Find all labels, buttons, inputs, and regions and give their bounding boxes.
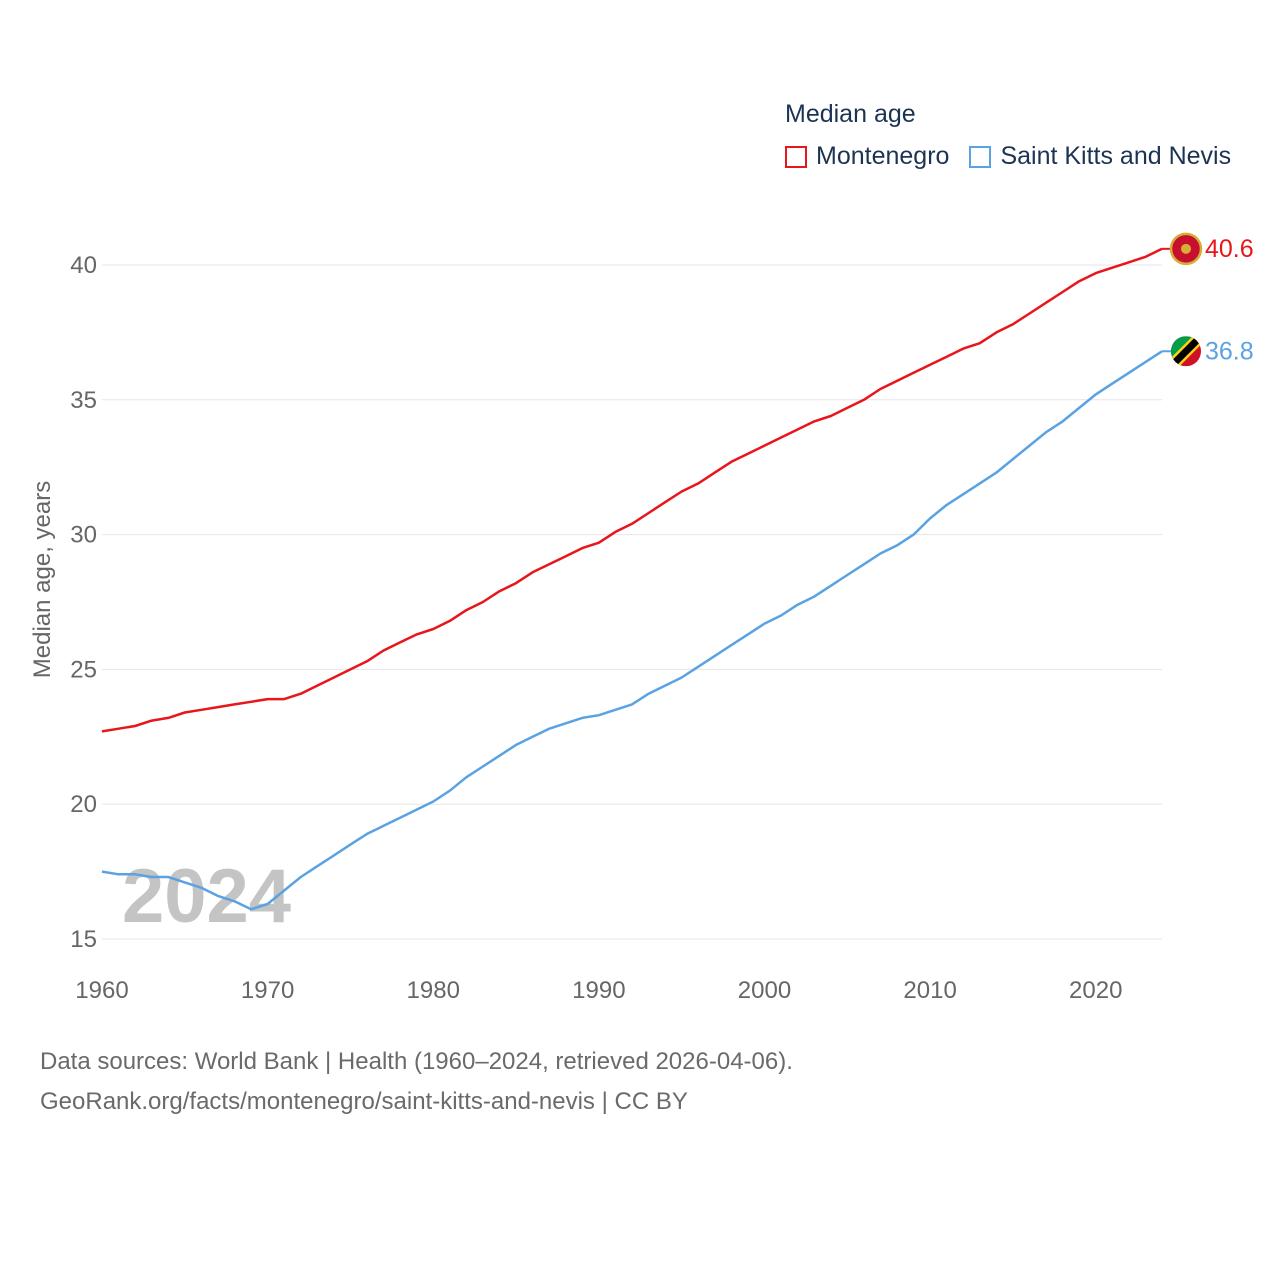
y-tick-label: 25: [70, 656, 97, 683]
x-tick-label: 1980: [407, 977, 460, 1004]
y-tick-label: 30: [70, 522, 97, 549]
year-watermark: 2024: [122, 854, 291, 939]
flag-border: [1169, 232, 1203, 266]
legend-title: Median age: [785, 100, 916, 128]
flag-emblem: [1181, 243, 1191, 254]
legend-swatch-montenegro: [785, 145, 807, 168]
x-tick-label: 2020: [1069, 977, 1122, 1004]
x-tick-label: 2000: [738, 977, 791, 1004]
series-end-value-montenegro: 40.6: [1205, 235, 1254, 263]
legend-item-saint-kitts-and-nevis[interactable]: Saint Kitts and Nevis: [969, 142, 1231, 171]
y-tick-label: 15: [70, 926, 97, 953]
y-tick-label: 35: [70, 387, 97, 414]
x-tick-label: 2010: [903, 977, 956, 1004]
legend-item-montenegro[interactable]: Montenegro: [785, 142, 949, 171]
x-tick-label: 1970: [241, 977, 294, 1004]
legend-label-montenegro: Montenegro: [816, 142, 950, 170]
series-line-saint-kitts-and-nevis: [101, 350, 1163, 911]
source-line-1: Data sources: World Bank | Health (1960–…: [40, 1048, 793, 1075]
source-line-2[interactable]: GeoRank.org/facts/montenegro/saint-kitts…: [40, 1088, 688, 1115]
y-axis-label: Median age, years: [29, 481, 56, 678]
x-tick-label: 1990: [572, 977, 625, 1004]
y-tick-label: 40: [70, 252, 97, 279]
x-tick-label: 1960: [75, 977, 128, 1004]
legend-swatch-saint-kitts-and-nevis: [969, 145, 992, 168]
series-line-montenegro: [101, 247, 1163, 733]
legend: Montenegro Saint Kitts and Nevis: [785, 142, 1251, 171]
montenegro-flag-icon: [1169, 232, 1203, 266]
y-tick-label: 20: [70, 791, 97, 818]
saint-kitts-and-nevis-flag-icon: [1171, 336, 1201, 367]
legend-label-saint-kitts-and-nevis: Saint Kitts and Nevis: [1000, 142, 1232, 170]
source-note: Data sources: World Bank | Health (1960–…: [40, 1042, 793, 1122]
flag-body: [1171, 336, 1201, 367]
series-end-value-saint-kitts-and-nevis: 36.8: [1205, 337, 1254, 365]
